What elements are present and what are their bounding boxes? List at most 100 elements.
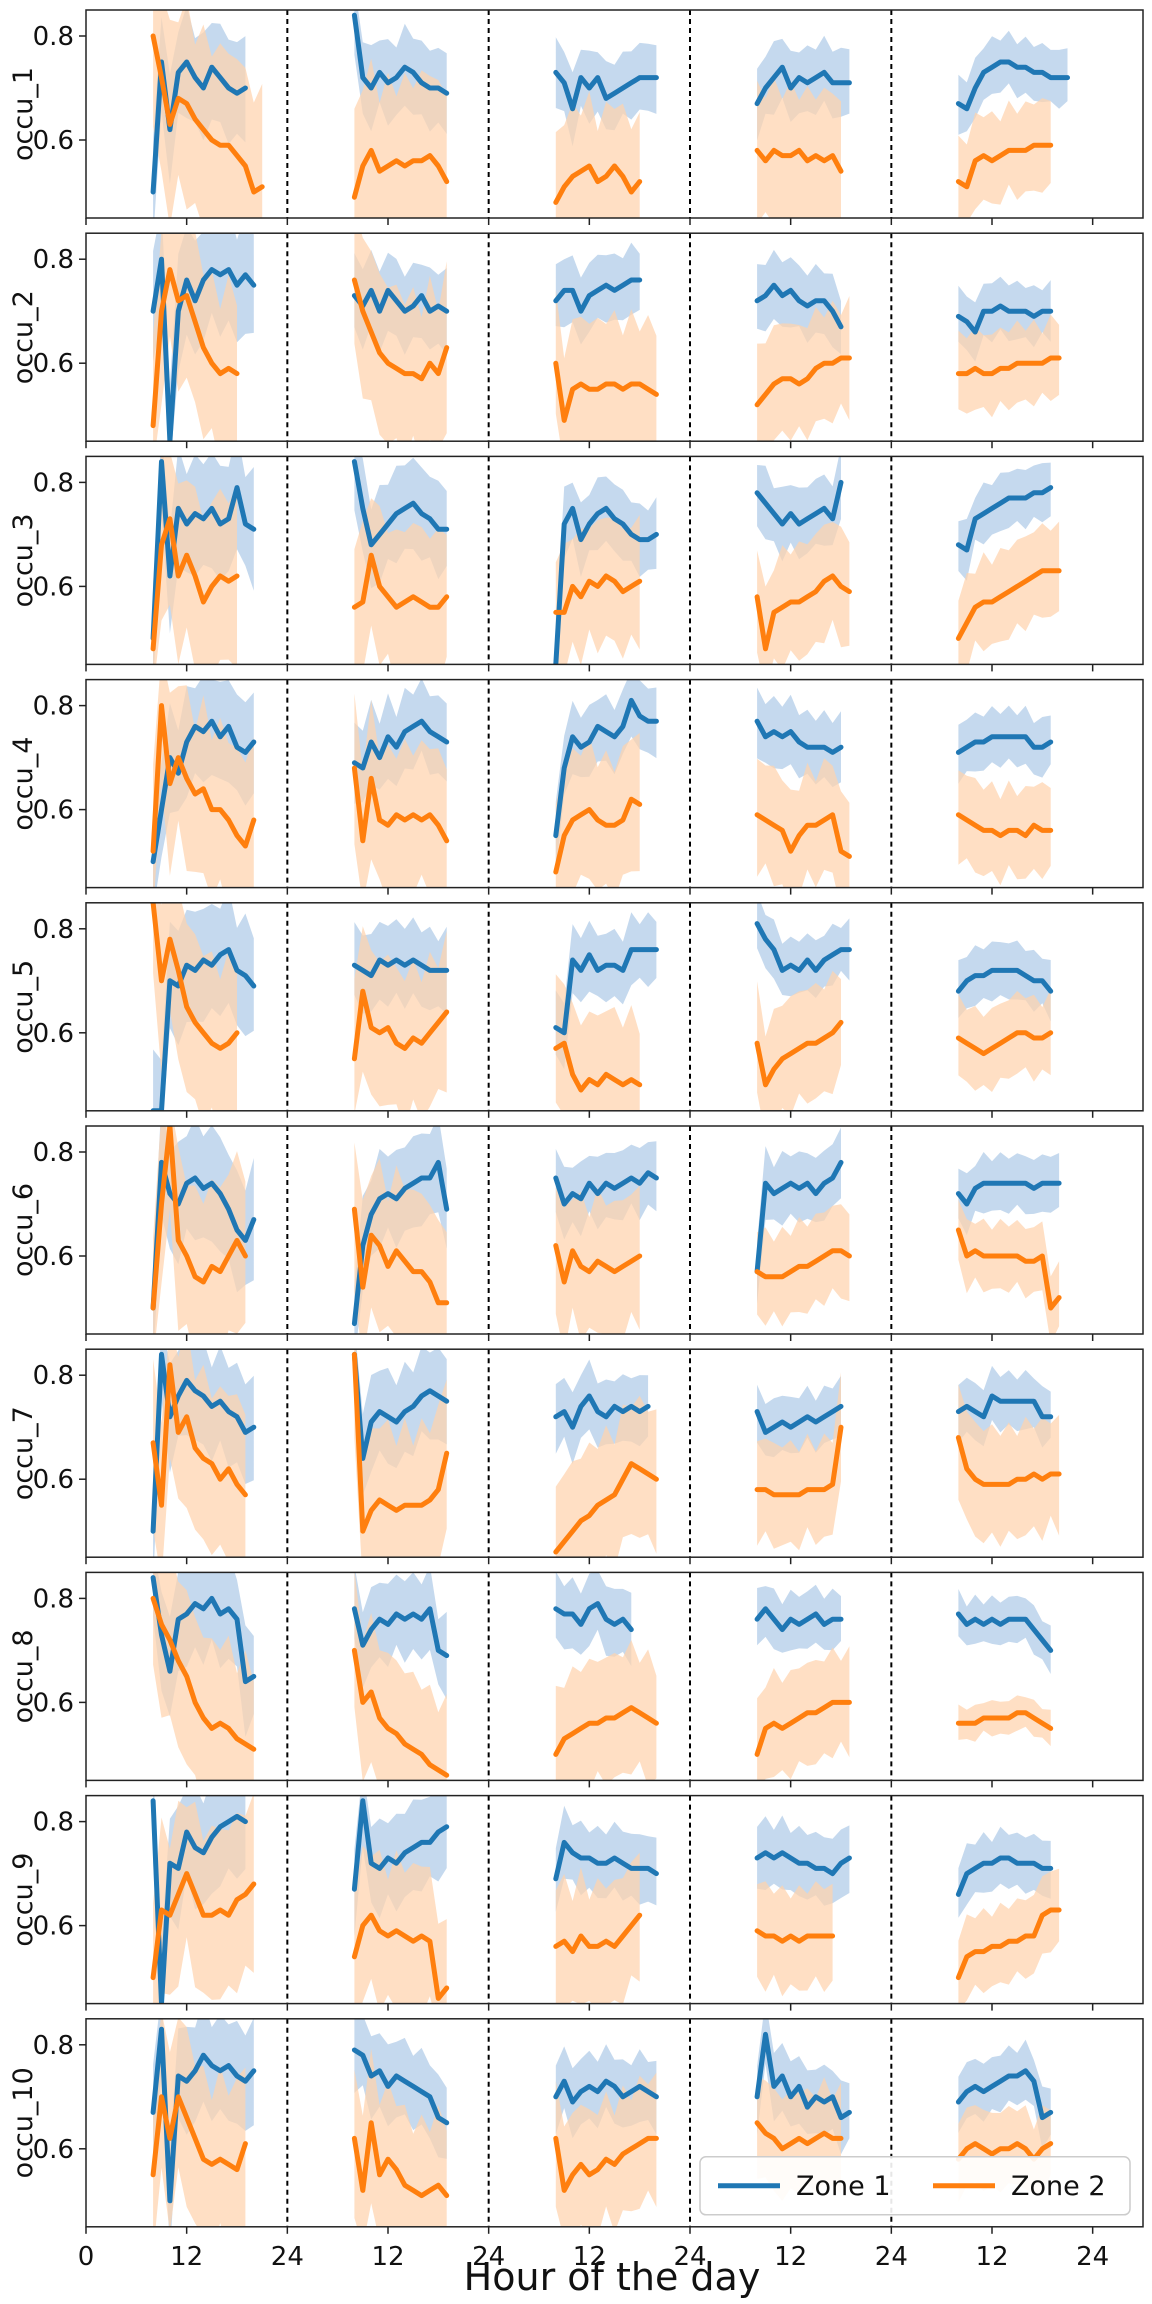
band-zone-2 (354, 2048, 447, 2227)
line-zone-1 (754, 1850, 852, 1877)
y-tick-label: 0.8 (33, 468, 74, 498)
panel-frame (85, 2018, 1144, 2228)
band-zone-2 (958, 1384, 1060, 1547)
line-zone-1 (351, 459, 450, 548)
line-zone-1 (351, 957, 450, 979)
line-zone-1 (351, 2047, 450, 2126)
y-tick-label: 0.8 (33, 915, 74, 945)
line-zone-2 (754, 1699, 852, 1757)
band-zone-2 (354, 233, 447, 442)
line-zone-1 (553, 2078, 659, 2105)
line-zone-2 (955, 568, 1062, 641)
line-zone-2 (553, 796, 643, 875)
band-zone-1 (958, 30, 1068, 135)
panel-frame (85, 1125, 1144, 1335)
band-zone-2 (354, 1845, 447, 2004)
line-zone-2 (754, 573, 852, 652)
line-zone-2 (955, 1227, 1062, 1311)
line-zone-1 (150, 1798, 248, 2004)
line-zone-2 (955, 812, 1054, 839)
band-zone-2 (555, 733, 640, 888)
line-zone-1 (955, 967, 1054, 994)
line-zone-1 (150, 718, 257, 865)
line-zone-2 (351, 1647, 450, 1778)
band-zone-2 (555, 2072, 657, 2227)
band-zone-2 (555, 974, 640, 1111)
line-zone-2 (351, 552, 450, 610)
y-tick-label: 0.8 (33, 245, 74, 275)
line-zone-2 (351, 147, 450, 200)
line-zone-1 (754, 1403, 844, 1435)
line-zone-2 (150, 516, 240, 652)
panel-ylabel: occu_3 (8, 513, 39, 607)
band-zone-2 (153, 679, 254, 888)
band-zone-2 (555, 1852, 640, 2004)
line-zone-2 (150, 267, 240, 429)
line-zone-1 (955, 1393, 1054, 1420)
band-zone-1 (757, 1127, 841, 1304)
band-zone-2 (757, 758, 850, 888)
line-zone-1 (553, 1839, 659, 1882)
legend-label-zone-1: Zone 1 (796, 2171, 891, 2202)
y-tick-label: 0.6 (33, 1912, 74, 1942)
line-zone-1 (150, 1351, 257, 1534)
line-zone-1 (754, 64, 852, 107)
y-tick-label: 0.6 (33, 572, 74, 602)
x-tick-label: 24 (472, 2242, 505, 2272)
band-zone-2 (354, 693, 447, 888)
band-zone-2 (354, 926, 447, 1111)
line-zone-2 (754, 2120, 844, 2152)
panel-frame (85, 9, 1144, 219)
band-zone-2 (958, 1868, 1060, 2004)
y-tick-label: 0.8 (33, 2031, 74, 2061)
line-zone-2 (955, 1030, 1054, 1057)
panel-9: 0.6 0.8 occu_9 (8, 1794, 1144, 2011)
band-zone-2 (757, 1372, 841, 1551)
legend-label-zone-2: Zone 2 (1011, 2171, 1106, 2202)
line-zone-1 (351, 1798, 450, 1892)
band-zone-2 (354, 1572, 447, 1781)
line-zone-2 (553, 1040, 643, 1093)
panel-ylabel: occu_10 (8, 2067, 39, 2178)
line-zone-1 (351, 718, 450, 771)
line-zone-2 (553, 163, 643, 205)
band-zone-1 (958, 1826, 1051, 1918)
x-tick-label: 24 (271, 2242, 304, 2272)
legend-box (699, 2156, 1131, 2216)
panel-ylabel: occu_2 (8, 290, 39, 384)
band-zone-1 (555, 476, 657, 665)
band-zone-1 (958, 1152, 1060, 1236)
line-zone-1 (150, 947, 257, 1111)
line-zone-1 (955, 1611, 1054, 1653)
line-zone-1 (351, 1606, 450, 1659)
panel-ylabel: occu_5 (8, 960, 39, 1054)
y-tick-label: 0.6 (33, 1019, 74, 1049)
y-tick-label: 0.6 (33, 2135, 74, 2165)
line-zone-1 (754, 1159, 844, 1275)
plot-area (150, 2018, 1054, 2227)
y-tick-label: 0.8 (33, 692, 74, 722)
band-zone-1 (958, 462, 1051, 581)
band-zone-1 (757, 902, 850, 998)
line-zone-1 (754, 718, 844, 755)
plot-area (150, 1795, 1062, 2004)
line-zone-1 (955, 1180, 1062, 1207)
line-zone-1 (150, 2026, 257, 2204)
x-tick-label: 12 (975, 2242, 1008, 2272)
line-zone-1 (754, 479, 844, 527)
line-zone-1 (955, 59, 1070, 112)
line-zone-2 (351, 988, 450, 1062)
panel-ylabel: occu_9 (8, 1853, 39, 1947)
x-tick-label: 24 (673, 2242, 706, 2272)
line-zone-2 (150, 33, 265, 195)
line-zone-1 (351, 287, 450, 314)
panel-ylabel: occu_1 (8, 67, 39, 161)
band-zone-2 (153, 456, 237, 665)
y-tick-label: 0.6 (33, 796, 74, 826)
panel-ylabel: occu_7 (8, 1406, 39, 1500)
band-zone-1 (354, 1572, 447, 1700)
line-zone-2 (351, 1206, 450, 1306)
line-zone-1 (351, 1159, 450, 1327)
panel-10: 0.6 0.8 occu_10 (8, 2018, 1144, 2234)
y-tick-label: 0.8 (33, 1138, 74, 1168)
